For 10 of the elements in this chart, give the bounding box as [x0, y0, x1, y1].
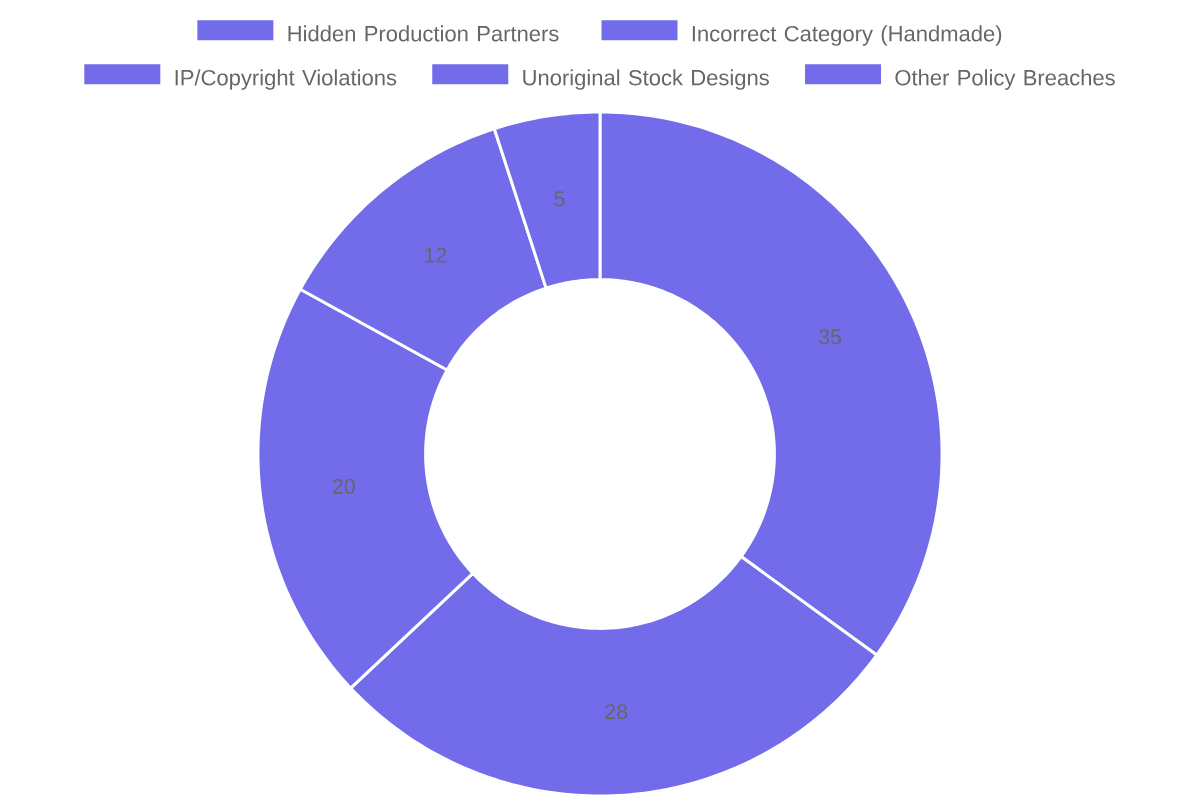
legend-label: Unoriginal Stock Designs: [523, 69, 769, 90]
data-label: 28: [605, 704, 628, 720]
legend-label: Other Policy Breaches: [895, 69, 1115, 90]
data-label: 35: [819, 329, 842, 345]
data-label: 20: [333, 478, 355, 494]
legend-label: Hidden Production Partners: [288, 25, 559, 42]
data-label: 5: [554, 191, 565, 207]
data-label: 12: [425, 247, 447, 263]
legend-label: IP/Copyright Violations: [175, 69, 397, 90]
legend-label: Incorrect Category (Handmade): [692, 25, 1002, 46]
